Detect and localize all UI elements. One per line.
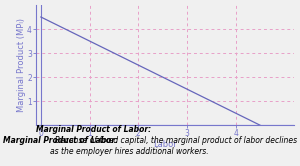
- Text: Marginal Product of Labor:: Marginal Product of Labor:: [36, 125, 151, 134]
- Y-axis label: Marginal Product (MPₗ): Marginal Product (MPₗ): [16, 18, 26, 112]
- Text: Marginal Product of Labor:: Marginal Product of Labor:: [3, 136, 118, 145]
- X-axis label: Labor: Labor: [153, 140, 177, 149]
- Text: Because of fixed capital, the marginal product of labor declines as the employer: Because of fixed capital, the marginal p…: [50, 136, 297, 156]
